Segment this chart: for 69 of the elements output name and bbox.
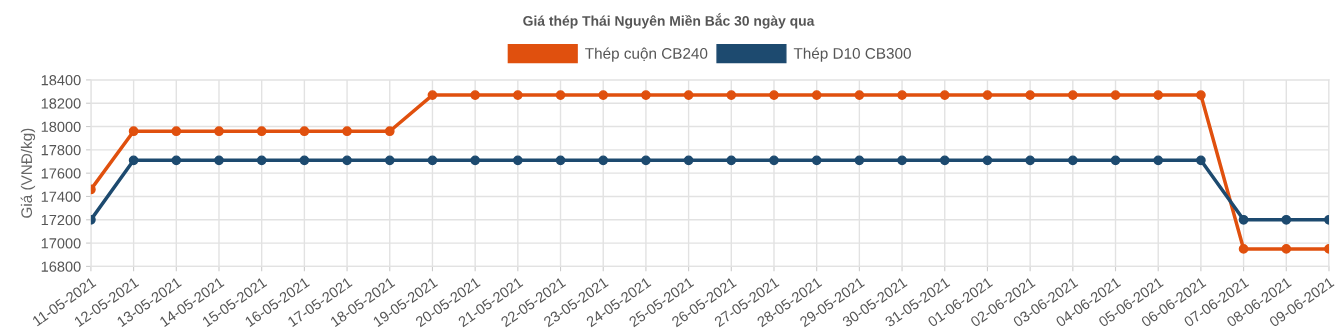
point xyxy=(171,155,182,166)
point xyxy=(726,90,737,100)
y-tick-label: 18400 xyxy=(41,75,81,86)
point xyxy=(1153,90,1164,100)
point xyxy=(1238,214,1249,225)
point xyxy=(214,155,224,166)
point xyxy=(1110,155,1121,166)
y-tick-label: 17800 xyxy=(41,144,81,156)
point xyxy=(598,90,609,100)
point xyxy=(982,155,993,166)
point xyxy=(1067,90,1078,100)
y-tick-label: 17000 xyxy=(41,238,81,249)
chart-title: Giá thép Thái Nguyên Miền Bắc 30 ngày qua xyxy=(523,13,815,29)
point xyxy=(128,155,139,166)
point xyxy=(342,155,352,166)
point xyxy=(1067,155,1078,166)
point xyxy=(1025,155,1035,166)
point xyxy=(683,155,694,166)
point xyxy=(1025,90,1035,100)
point xyxy=(427,90,438,100)
point xyxy=(470,155,481,166)
point xyxy=(299,126,310,137)
point xyxy=(555,155,566,166)
point xyxy=(641,155,651,166)
y-tick-label: 18200 xyxy=(41,98,81,109)
point xyxy=(897,155,907,166)
point xyxy=(811,155,822,166)
point xyxy=(769,90,779,100)
point xyxy=(555,90,566,100)
point xyxy=(1281,214,1292,225)
y-tick-label: 17200 xyxy=(41,214,81,226)
point xyxy=(171,126,182,137)
point xyxy=(811,90,822,100)
point xyxy=(470,90,481,100)
y-tick-label: 18000 xyxy=(41,121,81,132)
point xyxy=(1281,244,1292,254)
point xyxy=(598,155,609,166)
point xyxy=(683,90,694,100)
point xyxy=(641,90,651,100)
point xyxy=(726,155,737,166)
point xyxy=(512,155,523,166)
point xyxy=(384,155,395,166)
point xyxy=(384,126,395,137)
point xyxy=(1110,90,1121,100)
point xyxy=(1196,90,1206,100)
point xyxy=(427,155,438,166)
y-tick-label: 17600 xyxy=(41,168,81,179)
point xyxy=(214,126,224,137)
point xyxy=(939,155,950,166)
point xyxy=(897,90,907,100)
point xyxy=(256,155,267,166)
point xyxy=(854,155,865,166)
point xyxy=(1238,244,1249,254)
legend-label: Thép cuộn CB240 xyxy=(585,47,708,62)
point xyxy=(299,155,310,166)
point xyxy=(256,126,267,137)
y-axis-title: Giá (VNĐ/kg) xyxy=(20,128,36,218)
point xyxy=(512,90,523,100)
point xyxy=(854,90,865,100)
point xyxy=(342,126,352,137)
point xyxy=(769,155,779,166)
point xyxy=(1153,155,1164,166)
point xyxy=(1196,155,1206,166)
point xyxy=(982,90,993,100)
y-tick-label: 16800 xyxy=(41,261,81,272)
y-tick-label: 17400 xyxy=(41,191,81,202)
point xyxy=(128,126,139,137)
point xyxy=(939,90,950,100)
legend-label: Thép D10 CB300 xyxy=(793,47,911,62)
